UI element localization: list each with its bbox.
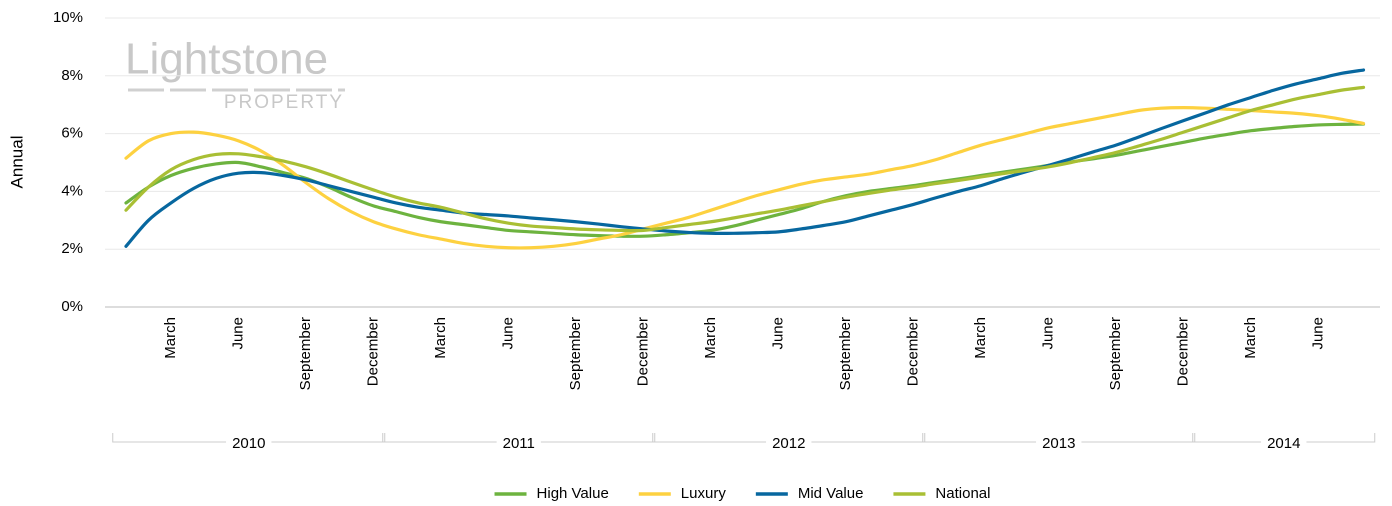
x-tick-label: March — [432, 317, 449, 359]
series-line — [124, 105, 1366, 250]
year-label-bg — [1261, 434, 1307, 452]
x-tick-label: March — [1242, 317, 1259, 359]
x-tick-label: December — [904, 317, 921, 386]
year-label: 2014 — [1267, 435, 1300, 452]
y-tick-label: 6% — [61, 125, 83, 142]
year-label-bg — [1036, 434, 1082, 452]
x-tick-label: June — [229, 317, 246, 350]
x-tick-label: September — [837, 317, 854, 390]
series-line — [124, 85, 1366, 233]
x-tick-label: June — [1039, 317, 1056, 350]
x-tick-label: March — [972, 317, 989, 359]
year-label-bg — [766, 434, 812, 452]
y-axis-title: Annual — [7, 136, 26, 189]
x-tick-label: March — [702, 317, 719, 359]
year-label: 2013 — [1042, 435, 1075, 452]
watermark-sub: PROPERTY — [224, 92, 344, 113]
y-tick-label: 8% — [61, 67, 83, 84]
year-label: 2012 — [772, 435, 805, 452]
legend-label: Mid Value — [798, 485, 864, 502]
x-tick-label: December — [634, 317, 651, 386]
legend-label: Luxury — [681, 485, 727, 502]
y-tick-label: 2% — [61, 240, 83, 257]
y-tick-label: 0% — [61, 298, 83, 315]
x-tick-label: June — [769, 317, 786, 350]
legend-label: High Value — [537, 485, 609, 502]
year-label: 2011 — [503, 435, 535, 452]
y-tick-label: 4% — [61, 182, 83, 199]
legend-label: National — [935, 485, 990, 502]
year-label: 2010 — [232, 435, 265, 452]
y-tick-label: 10% — [53, 9, 83, 26]
x-tick-label: September — [1107, 317, 1124, 390]
x-tick-label: September — [297, 317, 314, 390]
x-tick-label: September — [567, 317, 584, 390]
year-label-bg — [496, 434, 541, 452]
x-tick-label: June — [499, 317, 516, 350]
series-line — [124, 68, 1366, 248]
year-label-bg — [226, 434, 272, 452]
legend: High Value Luxury Mid Value National — [494, 485, 990, 502]
x-tick-label: March — [162, 317, 179, 359]
x-tick-label: June — [1309, 317, 1326, 350]
x-tick-label: December — [364, 317, 381, 386]
x-tick-label: December — [1174, 317, 1191, 386]
series-line — [124, 122, 1366, 238]
